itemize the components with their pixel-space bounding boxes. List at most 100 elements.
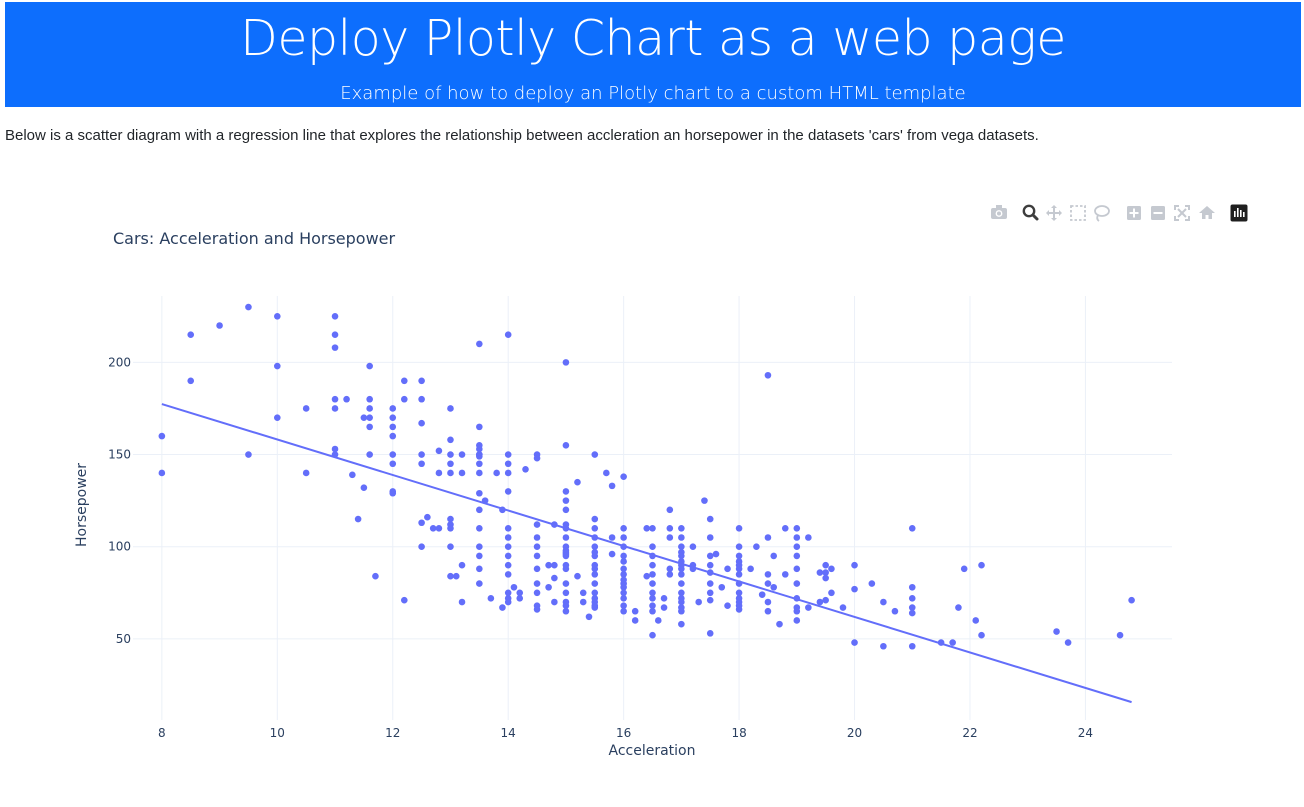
data-point[interactable] <box>533 606 541 613</box>
data-point[interactable] <box>678 543 685 551</box>
data-point[interactable] <box>591 571 599 578</box>
data-point[interactable] <box>649 602 656 610</box>
data-point[interactable] <box>822 569 829 576</box>
data-point[interactable] <box>608 550 616 558</box>
data-point[interactable] <box>418 519 425 527</box>
data-point[interactable] <box>649 595 656 602</box>
data-point[interactable] <box>435 524 443 532</box>
data-point[interactable] <box>868 580 876 587</box>
data-point[interactable] <box>764 598 772 606</box>
data-point[interactable] <box>620 534 627 541</box>
data-point[interactable] <box>649 580 656 587</box>
data-point[interactable] <box>389 451 397 458</box>
data-point[interactable] <box>447 460 454 468</box>
data-point[interactable] <box>476 543 483 551</box>
data-point[interactable] <box>678 524 685 532</box>
data-point[interactable] <box>591 589 599 597</box>
data-point[interactable] <box>458 598 466 606</box>
data-point[interactable] <box>533 589 541 597</box>
data-point[interactable] <box>908 609 916 617</box>
data-point[interactable] <box>678 607 685 615</box>
data-point[interactable] <box>718 583 726 591</box>
data-point[interactable] <box>735 589 743 597</box>
data-point[interactable] <box>851 639 858 646</box>
data-point[interactable] <box>562 442 570 449</box>
data-point[interactable] <box>476 506 483 514</box>
data-point[interactable] <box>504 543 512 551</box>
data-point[interactable] <box>978 561 985 569</box>
data-point[interactable] <box>649 607 656 615</box>
data-point[interactable] <box>620 589 627 597</box>
data-point[interactable] <box>562 524 570 532</box>
box-select-icon[interactable] <box>1070 205 1086 221</box>
data-point[interactable] <box>822 574 829 582</box>
data-point[interactable] <box>1128 596 1135 604</box>
data-point[interactable] <box>908 604 916 611</box>
data-point[interactable] <box>418 395 425 403</box>
data-point[interactable] <box>562 359 570 366</box>
data-point[interactable] <box>562 497 570 504</box>
data-point[interactable] <box>816 569 824 576</box>
data-point[interactable] <box>551 561 558 569</box>
data-point[interactable] <box>908 583 916 591</box>
data-point[interactable] <box>591 451 599 458</box>
data-point[interactable] <box>764 534 772 541</box>
data-point[interactable] <box>591 604 599 611</box>
data-point[interactable] <box>793 543 801 551</box>
autoscale-icon[interactable] <box>1174 205 1190 221</box>
data-point[interactable] <box>447 469 454 477</box>
data-point[interactable] <box>389 460 397 468</box>
data-point[interactable] <box>620 558 627 565</box>
data-point[interactable] <box>343 395 350 403</box>
data-point[interactable] <box>476 460 483 468</box>
data-point[interactable] <box>585 613 593 621</box>
data-point[interactable] <box>666 524 674 532</box>
data-point[interactable] <box>510 583 518 591</box>
pan-icon[interactable] <box>1046 205 1062 221</box>
data-point[interactable] <box>447 451 454 458</box>
data-point[interactable] <box>735 552 743 560</box>
data-point[interactable] <box>447 515 454 523</box>
data-point[interactable] <box>631 617 639 624</box>
data-point[interactable] <box>591 524 599 532</box>
data-point[interactable] <box>458 469 466 477</box>
data-point[interactable] <box>978 631 985 639</box>
data-point[interactable] <box>649 589 656 597</box>
data-point[interactable] <box>562 602 570 610</box>
data-point[interactable] <box>331 405 339 412</box>
data-point[interactable] <box>435 447 443 455</box>
data-point[interactable] <box>793 580 801 587</box>
data-point[interactable] <box>591 552 599 560</box>
data-point[interactable] <box>562 488 570 495</box>
data-point[interactable] <box>706 580 714 587</box>
data-point[interactable] <box>476 423 483 431</box>
data-point[interactable] <box>649 631 656 639</box>
data-point[interactable] <box>516 589 524 597</box>
data-point[interactable] <box>770 552 778 560</box>
data-point[interactable] <box>805 604 812 611</box>
data-point[interactable] <box>793 565 801 573</box>
data-point[interactable] <box>747 565 754 573</box>
data-point[interactable] <box>908 524 916 532</box>
zoom-in-icon[interactable] <box>1127 206 1141 220</box>
data-point[interactable] <box>551 598 558 606</box>
data-point[interactable] <box>880 598 887 606</box>
data-point[interactable] <box>187 377 195 385</box>
data-point[interactable] <box>418 419 425 427</box>
data-point[interactable] <box>591 515 599 523</box>
data-point[interactable] <box>447 572 454 580</box>
data-point[interactable] <box>574 572 581 580</box>
data-point[interactable] <box>666 571 674 578</box>
data-point[interactable] <box>706 552 714 560</box>
data-point[interactable] <box>706 630 714 637</box>
data-point[interactable] <box>828 589 835 597</box>
data-point[interactable] <box>908 595 916 602</box>
data-point[interactable] <box>735 524 743 532</box>
data-point[interactable] <box>476 340 483 348</box>
data-point[interactable] <box>793 595 801 602</box>
data-point[interactable] <box>504 524 512 532</box>
data-point[interactable] <box>418 451 425 458</box>
data-point[interactable] <box>689 565 697 573</box>
data-point[interactable] <box>366 423 373 431</box>
